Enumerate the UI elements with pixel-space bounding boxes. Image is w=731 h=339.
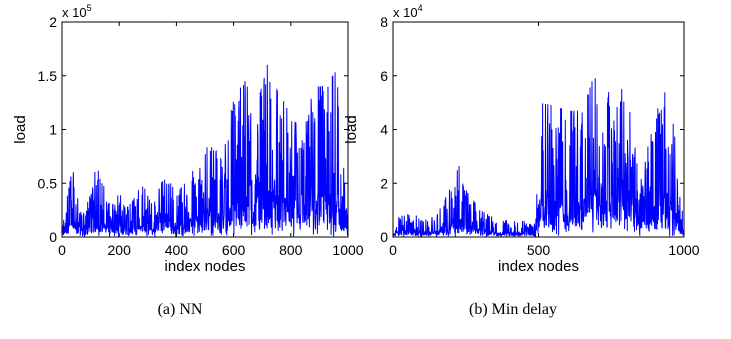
- panel-b-ytick-label: 8: [380, 14, 388, 30]
- panel-a-plot-area: [61, 64, 349, 237]
- panel-b-ytick-label: 4: [380, 122, 388, 138]
- panel-b-exponent: x 104: [393, 3, 423, 20]
- panel-a-exponent: x 105: [62, 3, 92, 20]
- panel-a-x-ticks: 0 200 400 600 800 1000: [58, 22, 364, 258]
- panel-b-ytick-label: 2: [380, 175, 388, 191]
- panel-b-ytick-label: 0: [380, 229, 388, 245]
- panel-b-y-ticks: 0 2 4 6 8: [380, 14, 684, 245]
- panel-a: 0 200 400 600 800 1000 0 0.5 1 1.5 2 x 105 index …: [12, 3, 364, 318]
- panel-b-xlabel: index nodes: [498, 258, 579, 275]
- panel-a-ylabel: load: [12, 115, 29, 143]
- panel-b-ytick-label: 6: [380, 68, 388, 84]
- panel-a-ytick-label: 0: [49, 229, 57, 245]
- panel-a-xtick-label: 400: [165, 242, 189, 258]
- panel-b-caption: (b) Min delay: [469, 301, 557, 318]
- panel-b-exponent-base: x 10: [393, 5, 418, 20]
- panel-a-xtick-label: 800: [279, 242, 303, 258]
- panel-b-x-ticks: 0 500 1000: [389, 22, 700, 258]
- panel-a-xtick-label: 0: [58, 242, 66, 258]
- panel-a-xtick-label: 200: [108, 242, 132, 258]
- panel-a-series-line: [61, 64, 349, 237]
- panel-a-exponent-base: x 10: [62, 5, 87, 20]
- panel-a-ytick-label: 1.5: [38, 68, 58, 84]
- panel-a-ytick-label: 2: [49, 14, 57, 30]
- panel-b-plot-area: [392, 78, 685, 238]
- panel-b-xtick-label: 1000: [668, 242, 699, 258]
- panel-a-ytick-label: 1: [49, 122, 57, 138]
- panel-a-caption: (a) NN: [158, 301, 203, 318]
- panel-b-ylabel: load: [343, 115, 360, 143]
- panel-a-xtick-label: 1000: [332, 242, 363, 258]
- panel-b-exponent-power: 4: [418, 3, 423, 13]
- panel-a-xtick-label: 600: [222, 242, 246, 258]
- panel-a-exponent-power: 5: [87, 3, 92, 13]
- panel-a-xlabel: index nodes: [165, 258, 246, 275]
- panel-b-xtick-label: 500: [527, 242, 551, 258]
- panel-a-ytick-label: 0.5: [38, 175, 58, 191]
- panel-b-series-line: [392, 78, 685, 238]
- panel-a-y-ticks: 0 0.5 1 1.5 2: [38, 14, 348, 245]
- panel-b-xtick-label: 0: [389, 242, 397, 258]
